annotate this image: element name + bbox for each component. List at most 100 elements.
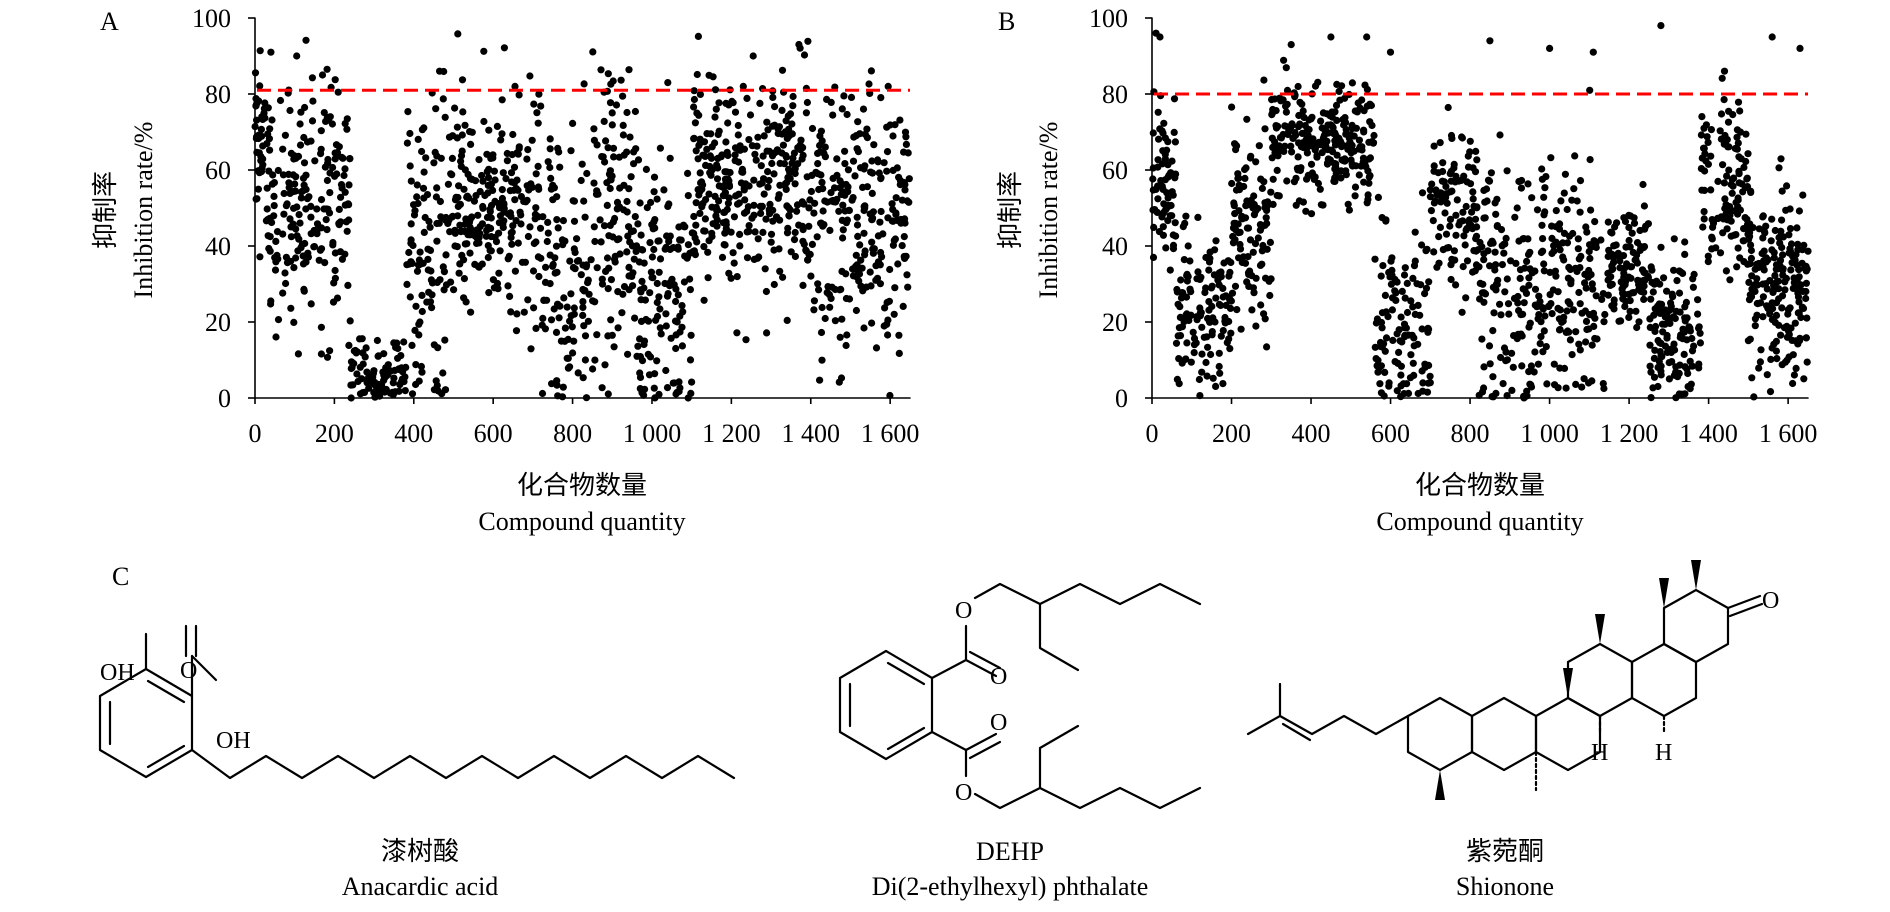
data-point [295, 211, 303, 219]
data-point [1777, 155, 1785, 163]
data-point [627, 228, 636, 236]
data-point [654, 237, 662, 245]
data-point [1425, 325, 1433, 333]
data-point [1328, 113, 1336, 121]
data-point [1591, 334, 1599, 343]
data-point [756, 99, 764, 107]
data-point [570, 245, 578, 253]
data-point [370, 367, 378, 375]
data-point [1652, 322, 1660, 331]
anacardic-coh-bond [190, 654, 218, 682]
data-point [631, 314, 639, 322]
data-point [1781, 278, 1789, 286]
data-point [860, 229, 868, 237]
data-point [555, 148, 563, 156]
data-point [1734, 139, 1742, 147]
data-point [1182, 311, 1190, 319]
data-point [655, 268, 663, 276]
data-point [1698, 113, 1706, 121]
data-point [1626, 307, 1634, 315]
data-point [1707, 126, 1715, 134]
data-point [1373, 315, 1381, 323]
data-point [1771, 318, 1779, 326]
data-point [1294, 153, 1302, 161]
data-point [329, 163, 337, 172]
data-point [1619, 283, 1627, 291]
x-tick-label: 800 [1451, 419, 1490, 448]
data-point [1586, 86, 1594, 94]
data-point [899, 302, 907, 310]
data-point [695, 111, 703, 119]
data-point [380, 350, 388, 358]
data-point [350, 347, 358, 355]
data-point [418, 368, 426, 376]
data-point [754, 235, 762, 243]
data-point [264, 232, 272, 240]
data-point [860, 206, 868, 215]
data-point [1491, 266, 1499, 274]
data-point [835, 207, 843, 215]
data-point [1707, 186, 1715, 194]
data-point [1610, 296, 1618, 304]
data-point [722, 99, 730, 107]
data-point [484, 174, 493, 182]
data-point [1226, 345, 1234, 353]
data-point [1363, 199, 1371, 207]
data-point [707, 154, 716, 162]
data-point [418, 307, 426, 316]
data-point [763, 147, 771, 155]
data-point [662, 366, 670, 375]
panel-c-letter: C [112, 562, 129, 591]
data-point [1149, 175, 1157, 183]
data-point [784, 112, 792, 120]
data-point [1734, 98, 1743, 106]
data-point [1781, 358, 1789, 366]
data-point [687, 331, 695, 339]
data-point [1574, 235, 1582, 243]
data-point [554, 392, 562, 400]
data-point [1735, 167, 1743, 175]
data-point [1610, 242, 1618, 250]
data-point [804, 256, 812, 264]
data-point [559, 217, 568, 225]
data-point [328, 120, 336, 128]
data-point [1535, 292, 1543, 300]
data-point [770, 280, 778, 289]
data-point [1450, 164, 1458, 172]
x-tick-label: 200 [1212, 419, 1251, 448]
data-point [541, 278, 550, 286]
data-point [1196, 304, 1204, 312]
y-tick-label: 60 [1102, 156, 1128, 185]
data-point [620, 283, 629, 291]
data-point [713, 161, 721, 169]
data-point [1608, 229, 1616, 237]
data-point [307, 230, 315, 238]
data-point [1363, 85, 1371, 94]
data-point [1540, 193, 1548, 201]
data-point [1559, 239, 1567, 247]
x-tick-label: 400 [1292, 419, 1331, 448]
data-point [1190, 341, 1199, 349]
data-point [1269, 200, 1277, 208]
data-point [1525, 368, 1533, 376]
dehp-bottom-ethyl [1038, 724, 1080, 790]
data-point [1292, 131, 1300, 139]
data-point [600, 117, 608, 125]
data-point [808, 240, 817, 248]
data-point [616, 250, 624, 258]
data-point [888, 200, 896, 208]
data-point [296, 120, 304, 128]
x-tick-label: 1 600 [861, 419, 920, 448]
anacardic-alkyl-chain [190, 748, 736, 780]
data-point [1249, 248, 1257, 256]
data-point [444, 180, 452, 188]
data-point [494, 285, 502, 293]
data-point [350, 360, 358, 368]
data-point [789, 102, 797, 110]
data-point [1751, 322, 1759, 330]
data-point [253, 99, 261, 107]
data-point-outlier [436, 67, 444, 75]
data-point [900, 148, 908, 156]
data-point [1296, 98, 1304, 106]
data-point [1537, 333, 1545, 341]
